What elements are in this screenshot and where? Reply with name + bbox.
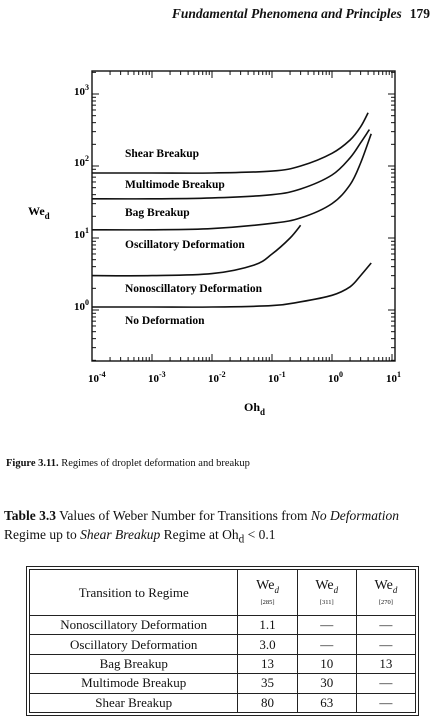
value-cell: 1.1 — [237, 614, 298, 636]
boundary-curve-4 — [91, 224, 302, 277]
regime-cell: Bag Breakup — [28, 653, 239, 675]
x-tick-label: 100 — [328, 370, 343, 385]
y-tick-label: 101 — [74, 226, 89, 241]
y-tick-label: 103 — [74, 83, 89, 98]
x-axis-label: Ohd — [244, 400, 265, 417]
table-title-text: Regime at Oh — [160, 527, 239, 542]
table-row: Multimode Breakup 35 30 — — [28, 673, 417, 694]
value-cell: — — [355, 634, 417, 655]
value-cell: 13 — [355, 653, 417, 675]
page-number: 179 — [409, 6, 430, 21]
regime-cell: Oscillatory Deformation — [28, 634, 239, 655]
regime-cell: Multimode Breakup — [28, 673, 239, 694]
table-row: Bag Breakup 13 10 13 — [28, 653, 417, 675]
table-title-italic: Shear Breakup — [80, 527, 161, 542]
table-title-italic: No Deformation — [310, 508, 400, 523]
header-title: Fundamental Phenomena and Principles — [171, 6, 402, 21]
regime-cell: Shear Breakup — [28, 692, 239, 714]
y-tick-label: 100 — [74, 298, 89, 313]
x-tick-label: 10-3 — [148, 370, 166, 385]
regime-label-oscillatory: Oscillatory Deformation — [125, 239, 245, 251]
table-label: Table 3.3 — [4, 508, 57, 523]
table-title: Table 3.3 Values of Weber Number for Tra… — [4, 506, 434, 550]
regime-cell: Nonoscillatory Deformation — [28, 614, 239, 636]
value-cell: — — [355, 614, 417, 636]
value-cell: — — [355, 692, 417, 714]
col-header-transition: Transition to Regime — [28, 569, 239, 616]
caption-label: Figure 3.11. — [6, 458, 59, 469]
col-header-we: Wed [311] — [296, 569, 357, 616]
weber-table: Transition to Regime Wed [285] Wed [311] W… — [26, 566, 419, 716]
value-cell: — — [355, 673, 417, 694]
regime-label-bag: Bag Breakup — [125, 207, 190, 219]
x-tick-label: 10-2 — [208, 370, 226, 385]
boundary-curve-3 — [91, 133, 372, 231]
table-row: Nonoscillatory Deformation 1.1 — — — [28, 614, 417, 636]
boundary-curve-1 — [92, 112, 369, 174]
value-cell: — — [296, 614, 357, 636]
table-title-text: < 0.1 — [244, 527, 276, 542]
boundary-curve-2 — [91, 129, 371, 200]
caption-text: Regimes of droplet deformation and break… — [61, 458, 250, 469]
y-tick-label: 102 — [74, 154, 89, 169]
x-tick-label: 10-4 — [88, 370, 106, 385]
table-title-sub: d — [238, 533, 245, 546]
value-cell: 10 — [296, 653, 357, 675]
regime-label-no-deformation: No Deformation — [125, 315, 205, 327]
figure-caption: Figure 3.11. Regimes of droplet deformat… — [6, 458, 250, 469]
axis-ticks — [91, 71, 395, 361]
regime-boundaries — [91, 112, 372, 308]
x-tick-label: 101 — [386, 370, 401, 385]
table-header-row: Transition to Regime Wed [285] Wed [311] W… — [28, 569, 417, 616]
boundary-curve-5 — [91, 262, 372, 308]
col-header-we: Wed [285] — [237, 569, 298, 616]
running-header: Fundamental Phenomena and Principles 179 — [0, 6, 430, 22]
regime-label-nonoscillatory: Nonoscillatory Deformation — [125, 283, 263, 295]
value-cell: 63 — [296, 692, 357, 714]
table-row: Oscillatory Deformation 3.0 — — — [28, 634, 417, 655]
table-title-text: Values of Weber Number for Transitions f… — [56, 508, 311, 523]
value-cell: 13 — [237, 653, 298, 675]
y-axis-label: Wed — [28, 204, 50, 221]
regime-label-multimode: Multimode Breakup — [125, 179, 225, 191]
value-cell: — — [296, 634, 357, 655]
table-row: Shear Breakup 80 63 — — [28, 692, 417, 714]
regime-chart: 103 102 101 100 10-4 10-3 10-2 10-1 100 … — [28, 70, 401, 417]
value-cell: 3.0 — [237, 634, 298, 655]
value-cell: 80 — [237, 692, 298, 714]
table-title-text: Regime up to — [4, 527, 81, 542]
value-cell: 30 — [296, 673, 357, 694]
x-tick-label: 10-1 — [268, 370, 286, 385]
col-header-we: Wed [270] — [355, 569, 417, 616]
regime-label-shear: Shear Breakup — [125, 148, 199, 160]
value-cell: 35 — [237, 673, 298, 694]
